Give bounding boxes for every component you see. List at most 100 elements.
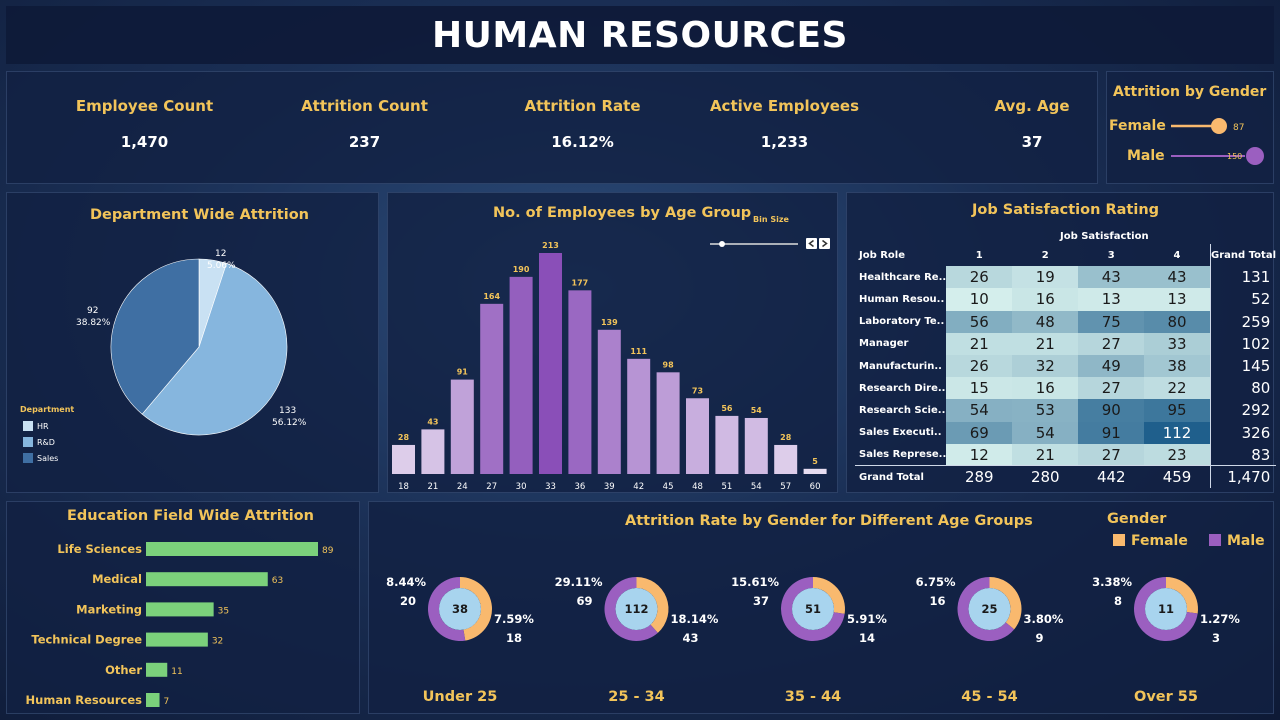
donut-male-segment: [1134, 577, 1198, 641]
table-row: Human Resou.. 10 16 13 13 52: [855, 288, 1277, 311]
age-bar: [715, 415, 739, 474]
education-category-label: Marketing: [76, 602, 142, 616]
row-grand-total: 259: [1209, 310, 1277, 333]
kpi-value: 37: [1021, 133, 1043, 151]
dashboard-title: HUMAN RESOURCES: [432, 14, 848, 56]
chevron-left-icon: [808, 239, 814, 248]
donut-male-pct: 3.38%: [1092, 575, 1132, 589]
department-chart-title: Department Wide Attrition: [90, 207, 309, 223]
education-bar-value: 63: [272, 576, 283, 586]
bin-prev-button[interactable]: [806, 238, 817, 249]
donut-male-count: 20: [400, 594, 416, 608]
table-cell: 54: [1012, 421, 1079, 444]
table-cell: 27: [1078, 443, 1145, 466]
row-grand-total: 52: [1209, 288, 1277, 311]
header-grand-total: Grand Total: [1209, 244, 1277, 267]
age-group-panel: No. of Employees by Age Group Bin Size 2…: [387, 192, 838, 493]
row-grand-total: 292: [1209, 399, 1277, 422]
donut-age-group-label: 45 - 54: [961, 689, 1017, 705]
donut-center: [792, 588, 834, 630]
education-bar-value: 11: [171, 667, 182, 677]
female-swatch: [1113, 534, 1125, 546]
education-chart-title: Education Field Wide Attrition: [67, 508, 314, 524]
grand-total-row: Grand Total 289 280 442 459 1,470: [855, 465, 1277, 489]
gender-legend-male: Male: [1209, 533, 1265, 549]
header-col: 4: [1173, 249, 1181, 261]
age-bar-label: 139: [601, 318, 618, 327]
female-marker: [1211, 118, 1227, 134]
row-job-role: Sales Represe..: [859, 449, 947, 461]
age-tick-label: 30: [516, 482, 527, 492]
gender-male-label: Male: [1127, 148, 1165, 164]
table-cell: 32: [1012, 354, 1079, 378]
donut-female-count: 43: [683, 631, 699, 645]
age-tick-label: 36: [574, 482, 585, 492]
kpi-avg-age: Avg. Age 37: [972, 97, 1092, 151]
age-tick-label: 24: [457, 482, 468, 492]
age-bar: [392, 444, 415, 474]
donut-male-count: 8: [1114, 594, 1122, 608]
pie-label-rd-count: 133: [279, 406, 296, 416]
male-swatch: [1209, 534, 1221, 546]
header-col: 1: [975, 249, 983, 261]
table-cell: 22: [1144, 377, 1211, 400]
bin-size-handle[interactable]: [719, 241, 725, 247]
pie-label-hr-pct: 5.06%: [207, 261, 236, 271]
donut-female-segment: [460, 577, 493, 641]
table-row: Sales Executi.. 69 54 91 112 326: [855, 421, 1277, 444]
pie-slice-rd: [141, 263, 288, 436]
age-bar: [539, 253, 562, 474]
grand-total-label: Grand Total: [855, 465, 947, 489]
legend-label-sales: Sales: [37, 454, 58, 463]
gender-legend-female: Female: [1113, 533, 1188, 549]
bin-next-button[interactable]: [819, 238, 830, 249]
age-bar: [774, 444, 798, 474]
kpi-attrition-rate: Attrition Rate 16.12%: [500, 97, 665, 151]
donut-total: 25: [981, 602, 997, 616]
legend-label-hr: HR: [37, 422, 49, 431]
donut-male-count: 37: [753, 594, 769, 608]
age-tick-label: 51: [721, 482, 732, 492]
age-bar: [450, 379, 474, 474]
kpi-active-employees: Active Employees 1,233: [697, 97, 872, 151]
education-bar: [146, 602, 214, 617]
grand-total-cell: 459: [1144, 465, 1211, 489]
table-cell: 91: [1078, 421, 1145, 444]
kpi-attrition-count: Attrition Count 237: [282, 97, 447, 151]
age-bar-label: 98: [663, 360, 675, 369]
male-marker: [1246, 147, 1264, 165]
donut-center: [615, 588, 658, 630]
education-bar-value: 7: [164, 697, 170, 707]
table-cell: 19: [1012, 266, 1079, 289]
donut-female-segment: [636, 577, 669, 633]
bin-size-slider[interactable]: [708, 236, 833, 252]
table-cell: 48: [1012, 310, 1079, 333]
donut-total: 51: [805, 602, 821, 616]
donut-age-group-label: 25 - 34: [608, 689, 664, 705]
age-bar: [480, 303, 504, 474]
age-bar-label: 56: [721, 404, 733, 413]
education-bar-chart: Life Sciences 89 Medical 63 Marketing 35 Techn…: [26, 542, 334, 707]
row-grand-total: 145: [1209, 354, 1277, 378]
age-tick-label: 42: [633, 482, 644, 492]
legend-male-label: Male: [1227, 533, 1265, 549]
table-cell: 13: [1078, 288, 1145, 311]
table-cell: 54: [946, 399, 1013, 422]
gender-male-slider: 150: [1171, 147, 1264, 165]
table-row: Research Scie.. 54 53 90 95 292: [855, 399, 1277, 422]
pie-label-sales-count: 92: [87, 306, 98, 316]
education-bar-value: 89: [322, 546, 334, 556]
donut-age-group-label: Under 25: [423, 689, 498, 705]
age-bar-label: 190: [513, 265, 530, 274]
donut-age-group-label: 35 - 44: [785, 689, 841, 705]
kpi-label: Attrition Rate: [524, 97, 641, 115]
gender-female-label: Female: [1109, 118, 1166, 134]
table-cell: 69: [946, 421, 1013, 444]
age-bar: [656, 372, 680, 474]
age-bar: [509, 276, 533, 474]
donut-male-pct: 6.75%: [916, 575, 956, 589]
kpi-employee-count: Employee Count 1,470: [62, 97, 227, 151]
legend-swatch-rd: [23, 437, 33, 447]
age-tick-label: 57: [780, 482, 791, 492]
age-tick-label: 21: [427, 482, 438, 492]
